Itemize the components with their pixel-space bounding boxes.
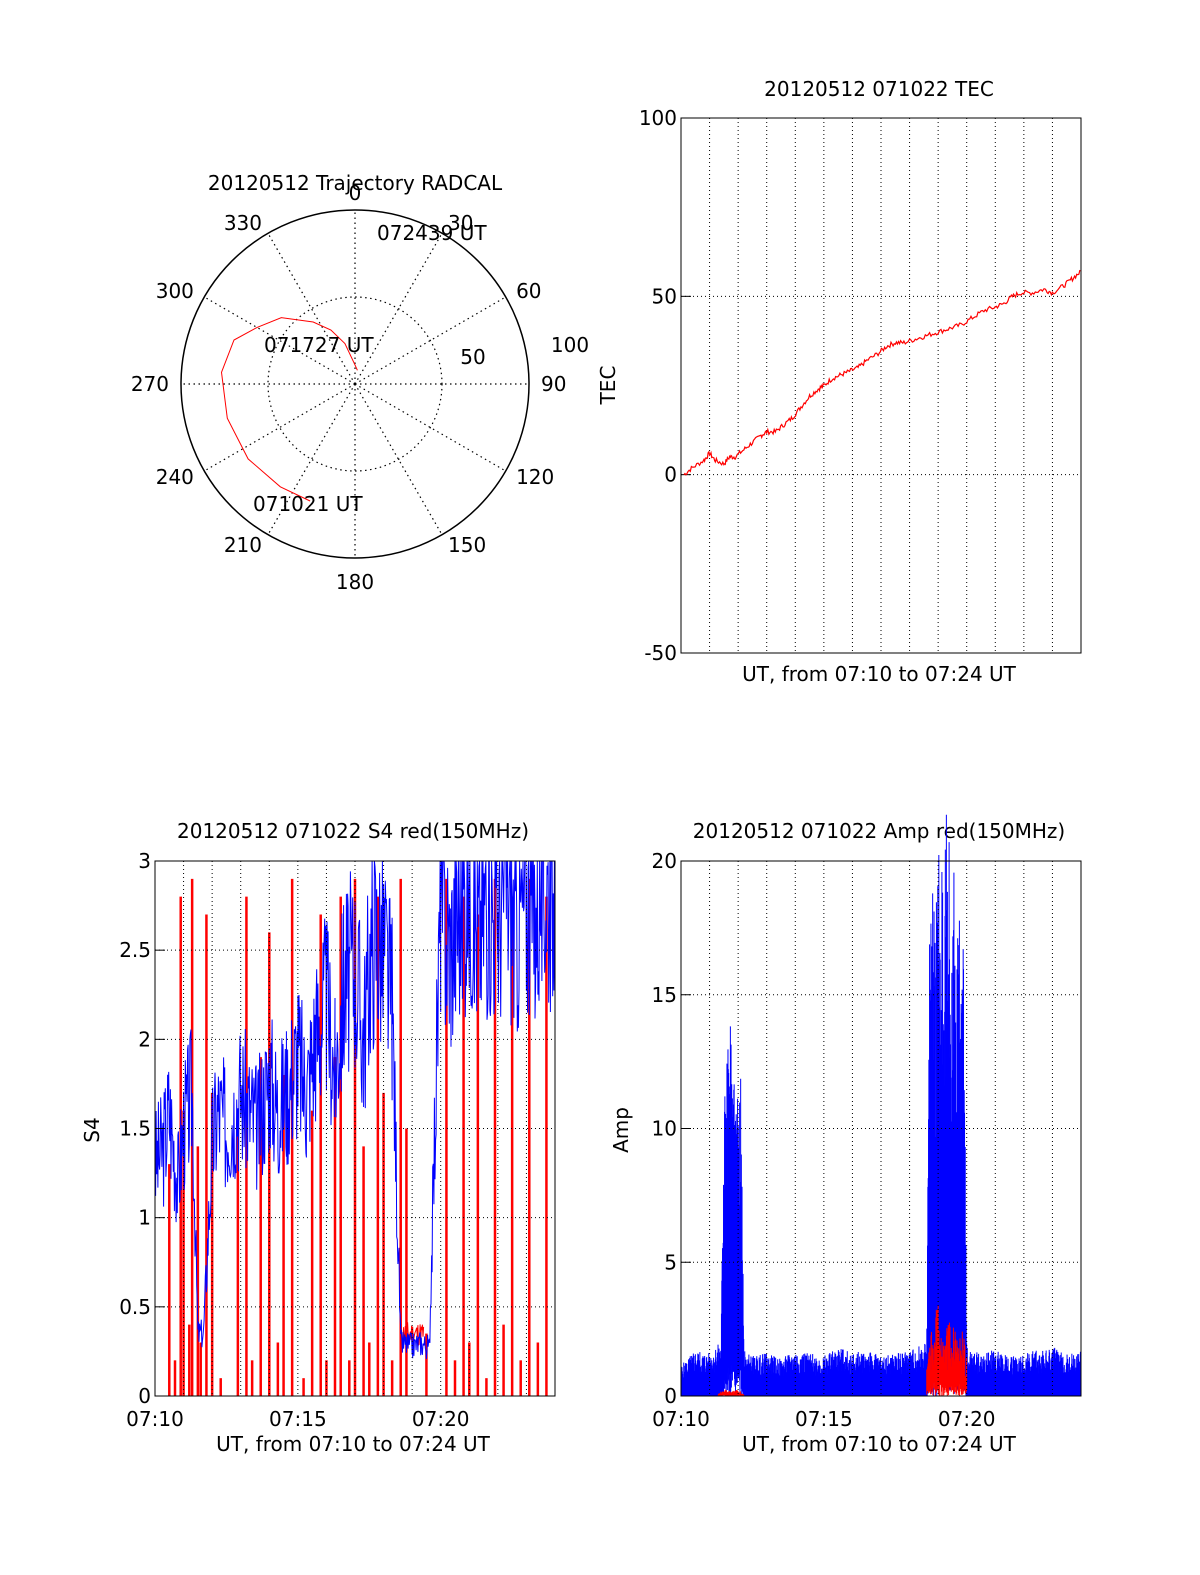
s4-y-tick-label: 3 [138, 849, 151, 873]
amp-y-tick-labels: 0 5 10 15 20 [652, 849, 691, 1408]
polar-radial-gridline [267, 296, 443, 472]
amp-y-axis-label: Amp [609, 1107, 633, 1153]
s4-y-tick-labels: 0 0.5 1 1.5 2 2.5 3 [119, 849, 165, 1408]
polar-spoke [354, 383, 443, 535]
s4-y-tick-label: 0.5 [119, 1295, 151, 1319]
trajectory-label-start: 071021 UT [253, 492, 363, 516]
amp-x-tick-label: 07:15 [795, 1407, 853, 1431]
polar-spoke [354, 233, 443, 385]
tec-x-axis-label: UT, from 07:10 to 07:24 UT [742, 662, 1017, 686]
amp-x-tick-label: 07:20 [938, 1407, 996, 1431]
amp-y-tick-label: 15 [652, 983, 677, 1007]
amp-x-tick-label: 07:10 [652, 1407, 710, 1431]
amp-x-tick-labels: 07:10 07:15 07:20 [652, 1407, 995, 1431]
s4-title: 20120512 071022 S4 red(150MHz) [177, 819, 529, 843]
polar-spoke [267, 383, 356, 535]
polar-angle-label: 0 [349, 181, 362, 205]
amp-y-tick-label: 5 [664, 1250, 677, 1274]
trajectory-line [220, 317, 358, 502]
polar-angle-label: 210 [224, 533, 262, 557]
polar-grid [180, 209, 530, 559]
s4-y-tick-label: 0 [138, 1384, 151, 1408]
polar-angle-label: 330 [224, 211, 262, 235]
polar-angle-labels: 0 30 60 90 120 150 180 210 240 270 300 330 [131, 181, 567, 594]
polar-spoke [354, 383, 506, 472]
tec-series-line [683, 269, 1081, 476]
polar-angle-label: 90 [541, 372, 566, 396]
polar-angle-label: 60 [516, 279, 541, 303]
amp-grid [681, 861, 1081, 1396]
polar-title: 20120512 Trajectory RADCAL [208, 171, 503, 195]
polar-spoke [204, 296, 356, 385]
amp-panel: 20120512 071022 Amp red(150MHz) 0 5 10 15 20… [609, 814, 1082, 1456]
tec-y-tick-label: 0 [664, 463, 677, 487]
s4-x-tick-label: 07:10 [126, 1407, 184, 1431]
s4-y-axis-label: S4 [80, 1117, 104, 1142]
amp-y-tick-label: 20 [652, 849, 677, 873]
polar-spoke [204, 383, 356, 472]
tec-y-tick-label: 50 [652, 284, 677, 308]
s4-y-tick-label: 2.5 [119, 938, 151, 962]
tec-panel: 20120512 071022 TEC -50 0 50 100 TEC UT, fr… [596, 77, 1082, 686]
s4-x-tick-labels: 07:10 07:15 07:20 [126, 1407, 469, 1431]
polar-angle-label: 270 [131, 372, 169, 396]
polar-spoke [267, 233, 356, 385]
trajectory-label-end: 072439 UT [377, 221, 487, 245]
polar-angle-label: 150 [448, 533, 486, 557]
s4-x-tick-label: 07:15 [269, 1407, 327, 1431]
amp-series-red [717, 1305, 968, 1396]
amp-y-tick-label: 0 [664, 1384, 677, 1408]
polar-radial-label-50: 50 [460, 345, 485, 369]
amp-series-blue [680, 814, 1082, 1396]
s4-panel: 20120512 071022 S4 red(150MHz) 0 0.5 1 1.5 2… [80, 819, 556, 1456]
s4-x-tick-label: 07:20 [412, 1407, 470, 1431]
polar-angle-label: 120 [516, 465, 554, 489]
polar-trajectory-panel: 20120512 Trajectory RADCAL 0 30 60 90 120 150… [131, 171, 589, 594]
s4-y-tick-label: 2 [138, 1027, 151, 1051]
polar-angle-label: 180 [336, 570, 374, 594]
amp-x-axis-label: UT, from 07:10 to 07:24 UT [742, 1432, 1017, 1456]
polar-angle-label: 240 [156, 465, 194, 489]
polar-angle-label: 30 [448, 211, 473, 235]
amp-title: 20120512 071022 Amp red(150MHz) [693, 819, 1065, 843]
tec-y-tick-labels: -50 0 50 100 [639, 106, 691, 665]
amp-y-tick-label: 10 [652, 1117, 677, 1141]
s4-grid [155, 861, 555, 1396]
polar-angle-label: 300 [156, 279, 194, 303]
tec-y-tick-label: 100 [639, 106, 677, 130]
s4-x-axis-label: UT, from 07:10 to 07:24 UT [216, 1432, 491, 1456]
tec-y-axis-label: TEC [596, 366, 620, 406]
s4-y-tick-label: 1.5 [119, 1117, 151, 1141]
tec-title: 20120512 071022 TEC [764, 77, 994, 101]
tec-grid [681, 118, 1081, 653]
polar-spoke [354, 296, 506, 385]
polar-outer-circle [180, 209, 530, 559]
polar-radial-label-100: 100 [551, 333, 589, 357]
trajectory-label-mid: 071727 UT [264, 333, 374, 357]
s4-y-tick-label: 1 [138, 1206, 151, 1230]
tec-y-tick-label: -50 [644, 641, 677, 665]
